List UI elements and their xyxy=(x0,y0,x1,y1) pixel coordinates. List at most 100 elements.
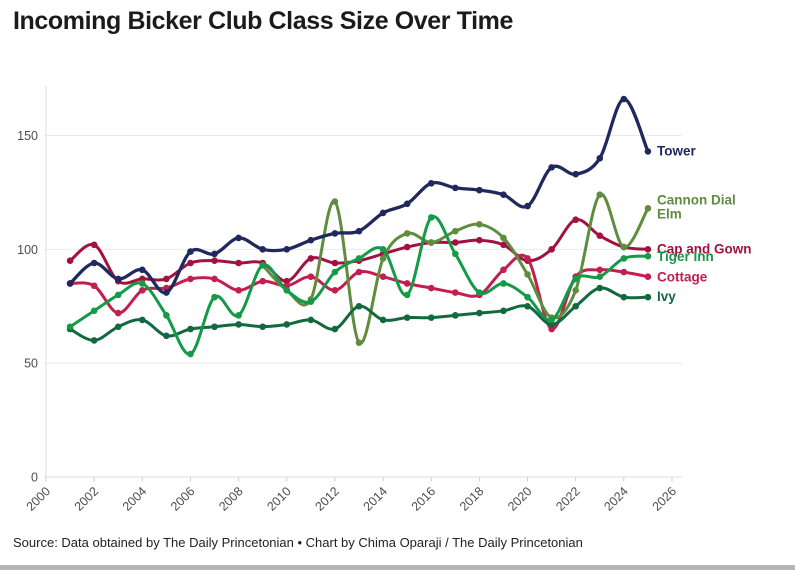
series-dot-tiger-inn-2005[interactable] xyxy=(163,312,170,319)
series-dot-ivy-2011[interactable] xyxy=(307,316,315,324)
series-dot-ivy-2023[interactable] xyxy=(596,284,604,292)
series-dot-cap-and-gown-2004[interactable] xyxy=(139,275,146,283)
series-dot-cannon-dial-elm-2019[interactable] xyxy=(500,234,507,242)
series-dot-ivy-2009[interactable] xyxy=(259,323,266,331)
series-dot-cannon-dial-elm-2020[interactable] xyxy=(524,271,531,278)
series-dot-tiger-inn-2001[interactable] xyxy=(66,323,74,331)
series-dot-cottage-2004[interactable] xyxy=(139,287,146,294)
series-dot-cottage-2021[interactable] xyxy=(548,325,555,333)
series-dot-tower-2019[interactable] xyxy=(500,191,507,198)
series-dot-cannon-dial-elm-2022[interactable] xyxy=(572,287,579,294)
series-dot-cannon-dial-elm-2015[interactable] xyxy=(403,230,411,237)
series-dot-cannon-dial-elm-2018[interactable] xyxy=(476,220,483,228)
series-dot-tower-2007[interactable] xyxy=(211,250,218,258)
series-dot-ivy-2025[interactable] xyxy=(644,293,652,301)
series-dot-cottage-2016[interactable] xyxy=(427,284,435,292)
series-dot-tower-2003[interactable] xyxy=(114,275,122,283)
series-dot-ivy-2015[interactable] xyxy=(403,314,411,321)
series-dot-cottage-2007[interactable] xyxy=(211,275,218,283)
series-dot-tower-2016[interactable] xyxy=(427,180,435,187)
series-dot-ivy-2013[interactable] xyxy=(355,302,363,310)
series-dot-cottage-2015[interactable] xyxy=(403,280,411,287)
series-dot-tiger-inn-2014[interactable] xyxy=(379,246,387,253)
series-dot-ivy-2020[interactable] xyxy=(524,302,531,310)
series-dot-cannon-dial-elm-2012[interactable] xyxy=(331,198,339,205)
series-dot-cannon-dial-elm-2024[interactable] xyxy=(620,243,628,251)
series-dot-cap-and-gown-2002[interactable] xyxy=(90,241,98,249)
series-dot-ivy-2006[interactable] xyxy=(187,325,194,333)
series-dot-ivy-2022[interactable] xyxy=(572,302,579,310)
series-dot-cap-and-gown-2011[interactable] xyxy=(307,255,315,262)
series-dot-tiger-inn-2004[interactable] xyxy=(139,280,146,287)
series-dot-ivy-2016[interactable] xyxy=(427,314,435,321)
series-dot-cap-and-gown-2019[interactable] xyxy=(500,241,507,249)
series-dot-tiger-inn-2002[interactable] xyxy=(90,307,98,315)
series-dot-tiger-inn-2011[interactable] xyxy=(307,298,315,305)
series-dot-tiger-inn-2018[interactable] xyxy=(476,289,483,296)
series-dot-tower-2008[interactable] xyxy=(235,234,242,242)
series-dot-cap-and-gown-2008[interactable] xyxy=(235,259,242,267)
series-dot-cottage-2024[interactable] xyxy=(620,268,628,276)
series-dot-cap-and-gown-2005[interactable] xyxy=(163,275,170,283)
series-dot-tower-2012[interactable] xyxy=(331,230,339,237)
series-dot-cottage-2013[interactable] xyxy=(355,268,363,276)
series-dot-cannon-dial-elm-2016[interactable] xyxy=(427,239,435,246)
series-dot-tiger-inn-2006[interactable] xyxy=(187,350,194,358)
series-dot-tower-2025[interactable] xyxy=(644,148,652,155)
series-dot-ivy-2005[interactable] xyxy=(163,332,170,340)
series-dot-cannon-dial-elm-2023[interactable] xyxy=(596,191,604,198)
series-dot-cottage-2006[interactable] xyxy=(187,275,194,283)
series-dot-cottage-2014[interactable] xyxy=(379,273,387,280)
series-dot-cap-and-gown-2021[interactable] xyxy=(548,246,555,253)
series-dot-tower-2015[interactable] xyxy=(403,200,411,208)
series-dot-cap-and-gown-2001[interactable] xyxy=(66,257,74,265)
series-dot-cottage-2025[interactable] xyxy=(644,273,652,280)
series-dot-ivy-2008[interactable] xyxy=(235,321,242,328)
series-dot-tiger-inn-2024[interactable] xyxy=(620,255,628,262)
series-dot-ivy-2014[interactable] xyxy=(379,316,387,324)
series-dot-tiger-inn-2010[interactable] xyxy=(283,287,291,294)
series-dot-ivy-2012[interactable] xyxy=(331,325,339,333)
series-dot-cap-and-gown-2018[interactable] xyxy=(476,236,483,244)
series-dot-cannon-dial-elm-2014[interactable] xyxy=(379,255,387,262)
series-dot-cap-and-gown-2007[interactable] xyxy=(211,257,218,265)
series-dot-cottage-2011[interactable] xyxy=(307,273,315,280)
series-dot-tiger-inn-2012[interactable] xyxy=(331,268,339,276)
series-dot-tiger-inn-2025[interactable] xyxy=(644,252,652,260)
series-dot-cottage-2009[interactable] xyxy=(259,277,266,285)
series-dot-ivy-2002[interactable] xyxy=(90,337,98,344)
series-dot-cannon-dial-elm-2013[interactable] xyxy=(355,339,363,346)
series-dot-cap-and-gown-2015[interactable] xyxy=(403,243,411,251)
series-dot-cottage-2020[interactable] xyxy=(524,255,531,262)
series-dot-cottage-2019[interactable] xyxy=(500,266,507,274)
series-dot-tower-2020[interactable] xyxy=(524,202,531,210)
series-dot-tower-2017[interactable] xyxy=(452,184,459,192)
series-dot-tower-2004[interactable] xyxy=(139,266,146,274)
series-dot-ivy-2024[interactable] xyxy=(620,293,628,301)
series-dot-tiger-inn-2003[interactable] xyxy=(114,291,122,299)
series-dot-cap-and-gown-2025[interactable] xyxy=(644,246,652,253)
series-dot-tower-2023[interactable] xyxy=(596,154,604,162)
series-dot-tower-2013[interactable] xyxy=(355,227,363,235)
series-dot-tower-2014[interactable] xyxy=(379,209,387,217)
series-dot-tiger-inn-2013[interactable] xyxy=(355,255,363,262)
series-dot-tower-2021[interactable] xyxy=(548,164,555,171)
series-dot-cap-and-gown-2012[interactable] xyxy=(331,259,339,267)
series-dot-ivy-2017[interactable] xyxy=(452,312,459,319)
series-dot-tiger-inn-2008[interactable] xyxy=(235,312,242,319)
series-dot-ivy-2004[interactable] xyxy=(139,316,146,324)
series-dot-cannon-dial-elm-2017[interactable] xyxy=(452,227,459,235)
series-dot-tiger-inn-2019[interactable] xyxy=(500,280,507,287)
series-dot-ivy-2007[interactable] xyxy=(211,323,218,331)
series-dot-ivy-2019[interactable] xyxy=(500,307,507,315)
series-dot-tower-2002[interactable] xyxy=(90,259,98,267)
series-dot-ivy-2021[interactable] xyxy=(548,321,555,328)
series-dot-cottage-2012[interactable] xyxy=(331,287,339,294)
series-dot-tiger-inn-2022[interactable] xyxy=(572,275,579,283)
series-dot-tiger-inn-2009[interactable] xyxy=(259,261,266,269)
series-dot-tower-2005[interactable] xyxy=(163,289,170,296)
series-dot-tiger-inn-2020[interactable] xyxy=(524,293,531,301)
series-dot-cottage-2023[interactable] xyxy=(596,266,604,274)
series-dot-cottage-2008[interactable] xyxy=(235,287,242,294)
series-dot-tower-2010[interactable] xyxy=(283,246,291,253)
